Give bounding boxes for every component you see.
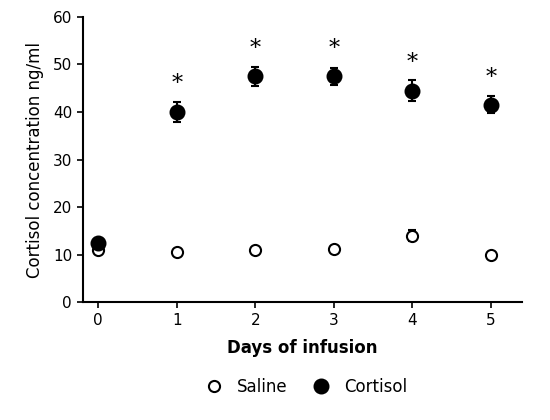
Y-axis label: Cortisol concentration ng/ml: Cortisol concentration ng/ml bbox=[26, 42, 45, 278]
Legend: Saline, Cortisol: Saline, Cortisol bbox=[191, 371, 414, 403]
Text: *: * bbox=[407, 52, 418, 74]
X-axis label: Days of infusion: Days of infusion bbox=[227, 339, 378, 357]
Text: *: * bbox=[250, 38, 261, 60]
Text: *: * bbox=[486, 67, 497, 89]
Text: *: * bbox=[171, 74, 183, 95]
Text: *: * bbox=[328, 38, 339, 60]
